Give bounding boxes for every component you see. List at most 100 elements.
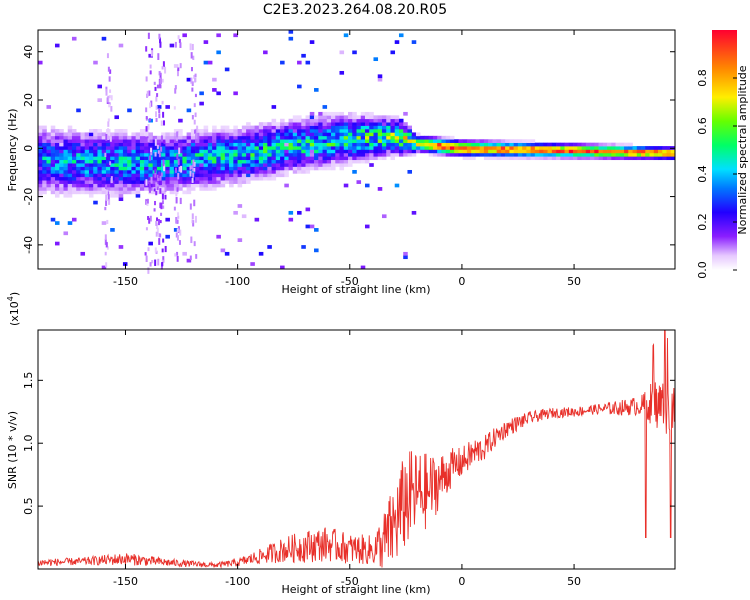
heatmap-cell [288,30,294,34]
heatmap-cell [390,149,396,154]
heatmap-cell [360,122,366,126]
heatmap-cell [105,163,111,167]
heatmap-cell [149,102,152,109]
heatmap-cell [156,139,162,143]
heatmap-cell [390,118,396,123]
heatmap-cell [309,135,315,140]
heatmap-cell [530,152,536,157]
heatmap-cell [348,132,353,137]
heatmap-cell [237,132,243,137]
heatmap-cell [148,186,151,193]
heatmap-cell [110,187,115,191]
heatmap-cell [93,159,98,164]
heatmap-cell [309,156,315,161]
heatmap-cell [615,142,621,147]
heatmap-cell [539,149,544,154]
heatmap-cell [619,152,625,157]
heatmap-cell [343,139,349,143]
heatmap-cell [449,149,455,154]
heatmap-cell [107,135,110,141]
heatmap-cell [192,220,195,227]
heatmap-cell [250,163,255,167]
heatmap-cell [135,183,141,188]
heatmap-cell [246,180,251,184]
heatmap-cell [611,156,616,161]
heatmap-cell [339,125,345,130]
heatmap-cell [63,135,69,140]
heatmap-cell [267,146,272,150]
heatmap-cell [101,152,107,157]
heatmap-cell [364,118,370,123]
heatmap-cell [513,152,519,157]
heatmap-cell [241,129,247,133]
heatmap-cell [156,135,162,140]
heatmap-cell [411,149,417,154]
heatmap-cell [59,190,64,195]
heatmap-cell [420,142,425,147]
heatmap-cell [284,166,289,171]
heatmap-cell [356,142,362,147]
heatmap-cell [46,135,52,140]
heatmap-cell [331,152,336,157]
x-tick-label: -150 [113,575,138,588]
heatmap-cell [165,142,170,147]
heatmap-cell [127,159,132,164]
heatmap-cell [207,176,213,181]
heatmap-cell [216,234,221,239]
heatmap-cell [105,183,111,188]
heatmap-cell [585,152,591,157]
heatmap-cell [156,105,162,109]
heatmap-cell [104,206,107,211]
heatmap-cell [305,132,311,137]
heatmap-cell [118,163,124,167]
heatmap-cell [403,152,408,157]
heatmap-cell [581,152,587,157]
heatmap-cell [150,147,153,153]
heatmap-cell [159,202,162,209]
heatmap-cell [309,142,315,147]
heatmap-cell [314,132,319,137]
heatmap-cell [63,173,69,178]
heatmap-cell [556,149,561,154]
heatmap-cell [97,159,102,164]
heatmap-cell [258,139,264,143]
heatmap-cell [492,146,497,150]
heatmap-cell [573,156,578,161]
heatmap-cell [154,168,157,174]
heatmap-cell [127,149,132,154]
heatmap-cell [203,156,209,161]
y-tick-label: 40 [22,45,35,59]
heatmap-cell [331,132,336,137]
heatmap-cell [403,122,408,126]
heatmap-cell [76,142,81,147]
heatmap-cell [50,173,56,178]
heatmap-cell [178,135,183,140]
heatmap-cell [335,118,340,123]
heatmap-cell [267,152,272,157]
heatmap-cell [420,135,425,140]
heatmap-cell [71,159,77,164]
heatmap-cell [568,152,574,157]
heatmap-cell [437,135,442,140]
heatmap-cell [71,139,77,143]
heatmap-cell [237,173,243,178]
heatmap-cell [203,149,209,154]
heatmap-cell [522,142,527,147]
heatmap-cell [386,146,391,150]
heatmap-cell [212,149,217,154]
heatmap-cell [177,226,180,234]
heatmap-cell [173,176,179,181]
heatmap-cell [160,146,163,152]
heatmap-cell [318,139,323,143]
heatmap-cell [178,147,181,155]
heatmap-cell [59,187,64,191]
heatmap-cell [176,154,179,160]
heatmap-cell [97,135,102,140]
heatmap-cell [246,125,251,130]
heatmap-cell [71,169,77,174]
heatmap-cell [653,156,659,161]
heatmap-cell [564,142,570,147]
heatmap-cell [479,139,485,143]
heatmap-cell [263,139,268,143]
heatmap-cell [415,142,421,147]
